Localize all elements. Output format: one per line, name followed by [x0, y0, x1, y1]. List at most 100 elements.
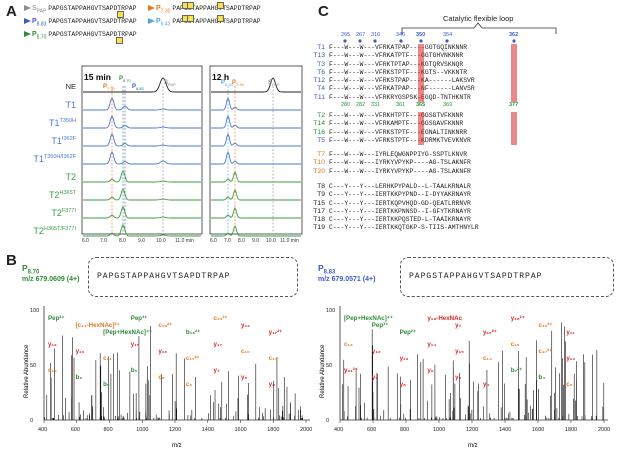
chrom-left-traces: [83, 77, 201, 237]
spectrum-right-ticks: 400 600 800 1000 1200 1400 1600 1800 2000 0 50 100: [326, 308, 610, 433]
fragment-label: y₁₈-HexNAc: [427, 315, 462, 322]
peptide-sequence: PAPGSTAPPAHGVTSAPDTRPAP: [409, 272, 543, 281]
seq-name: T1: [317, 44, 325, 51]
legend-item-p883: P8.83 PAPGSTAPPAHGVTSAPDTRPAP: [24, 17, 137, 29]
tick-label: 9.0: [138, 238, 145, 244]
tick-label: 1800: [565, 427, 577, 433]
panel-label-b: B: [6, 252, 17, 269]
fragment-label: c₁₁: [103, 355, 112, 362]
tick-label: 1200: [466, 427, 478, 433]
fragment-label: c₁₇²⁺: [539, 348, 553, 355]
fragment-label: Pep²⁺: [48, 315, 65, 322]
fragment-label: c₁₄: [483, 355, 492, 362]
trace-label-t2: T2: [65, 172, 76, 182]
spectrum-right-peaks: [342, 322, 605, 420]
fragment-label: [c₁₄-HexNAc]²⁺: [76, 322, 120, 329]
tick-label: 400: [334, 427, 343, 433]
legend-item-p643: P6.43 PAPGSTAPPAHGVTSAPDTRPAP: [148, 17, 261, 29]
tick-label: 8.0: [119, 238, 126, 244]
fragment-label: y₅: [455, 374, 461, 381]
spectrum-left: Relative Abundance m/z 400 600 800 1000 1200…: [24, 306, 312, 449]
highlight-column-350: [418, 44, 424, 102]
tick-label: 6.0: [210, 238, 217, 244]
fragment-label: Pep³⁺: [131, 315, 148, 322]
spectrum-right: Relative Abundance m/z 400 600 800 1000 1200…: [320, 306, 610, 449]
chrom-right-peak-labels: P 6.43 P 7.30 S PAP: [221, 80, 280, 87]
fragment-label: y₁₃: [241, 322, 250, 329]
seq-row: F---W---W---VFRKSTPTF---KGTS--VKKNTR: [329, 68, 468, 76]
position-number: 267: [356, 32, 366, 38]
chrom-left-peak-labels: P 7.30 P 8.70 P 8.83 S PAP: [103, 76, 176, 91]
seq-row: C---Y---Y---IERTKQPVHQD-GD-QEATLRRNVR: [329, 199, 471, 207]
peak-label-sub: 6.43: [225, 82, 234, 87]
tick-label: 9.0: [252, 238, 259, 244]
fragment-label: y₁₁: [566, 329, 575, 336]
position-number: 365: [416, 102, 426, 108]
panel-label-a: A: [6, 3, 17, 20]
b-right-mz: m/z 679.0571 (4+): [318, 276, 376, 283]
fragment-label: [Pep+HexNAc]⁴⁺: [103, 329, 152, 336]
fragment-label: c₁₉²⁺: [158, 322, 172, 329]
position-number: 265: [341, 32, 351, 38]
seq-name: T16: [313, 128, 325, 136]
tick-label: 0: [326, 418, 329, 424]
tick-label: 600: [71, 427, 80, 433]
position-number: 354: [443, 32, 453, 38]
seq-row: F---W---W---VFRKRYGSPSK-EGQD-TNTHKNTR: [329, 93, 471, 101]
fragment-label: c₅: [566, 381, 572, 388]
seq-name: T19: [313, 224, 325, 232]
trace-label-t2-double: T2H365T/F377I: [33, 226, 76, 236]
tick-label: 1000: [433, 427, 445, 433]
tick-label: 1000: [136, 427, 148, 433]
fragment-label: y₁₀: [566, 355, 575, 362]
tick-label: 1200: [169, 427, 181, 433]
fragment-label: b₇²⁺: [511, 367, 523, 374]
tick-label: 2000: [598, 427, 610, 433]
group2-seqs: F---W---W---VFRKHTPTF---GGSGTVFKNNR F---…: [329, 112, 471, 145]
triangle-icon: [148, 5, 155, 12]
fragment-label: c₁₉²⁺: [539, 322, 553, 329]
seq-row: F---W---W---VFRKSTPTF---KDRMKTVEVKNVR: [329, 136, 471, 144]
chrom-trace: [211, 206, 301, 219]
legend: SPAP PAPGSTAPPAHGVTSAPDTRPAP P8.83 PAPGS…: [24, 2, 264, 54]
tick-label: 2000: [300, 427, 312, 433]
b-left-title: P8.70: [22, 263, 40, 276]
chrom-left-ticks: 6.0 7.0 8.0 9.0 10.0 11.0 min: [82, 238, 194, 244]
x-axis-label: m/z: [172, 443, 182, 449]
tick-label: 800: [104, 427, 113, 433]
seq-row: F---W---W---IYRKYVPYKP----AG-TSLAKNFR: [329, 159, 471, 167]
tick-label: 100: [326, 308, 335, 314]
fragment-label: c₆: [186, 381, 192, 388]
group2-names: T2 T14 T16 T5: [303, 112, 325, 145]
highlight-column-377: [511, 112, 517, 145]
glycan-square-icon: [116, 37, 123, 44]
chrom-title: 12 h: [212, 72, 229, 82]
seq-name: T15: [313, 199, 325, 207]
spectrum-left-ticks: 400 600 800 1000 1200 1400 1600 1800 2000 0 50 100: [30, 308, 312, 433]
glycan-square-icon: [187, 2, 194, 9]
peak-label-sub: PAP: [272, 82, 280, 87]
fragment-label: y₁₇²⁺: [269, 329, 283, 336]
seq-row: F---W---W---VFRKHTPTF---GGSGTVFKNNR: [329, 112, 464, 119]
chrom-trace: [83, 77, 201, 93]
chrom-trace: [83, 188, 201, 201]
highlight-column-362: [511, 44, 517, 102]
trace-label-t2-h365t: T2H365T: [48, 190, 76, 200]
spectrum-left-peaks: [44, 325, 303, 420]
tick-label: 10.0: [266, 238, 276, 244]
fragment-label: y₁₅: [455, 348, 464, 355]
legend-item-spap: SPAP PAPGSTAPPAHGVTSAPDTRPAP: [24, 4, 136, 16]
trace-label-ne: NE: [65, 82, 76, 91]
seq-row: C---Y---Y---LERHKPYPALD--L-TAALKRNALR: [329, 183, 471, 190]
seq-name: T8: [317, 183, 325, 190]
fragment-label: y₁₄: [427, 341, 436, 348]
fragment-label: b₄: [539, 374, 546, 381]
seq-row: C---Y---Y---IERTKKPNNSD--I-GFYTKRNAYR: [329, 207, 471, 215]
position-number: 280: [341, 102, 351, 108]
marker-dot: [419, 39, 423, 43]
x-axis-label: m/z: [468, 443, 478, 449]
position-number: 282: [356, 102, 366, 108]
chrom-title: 15 min: [84, 72, 111, 82]
peak-label-p730: P: [103, 84, 107, 90]
